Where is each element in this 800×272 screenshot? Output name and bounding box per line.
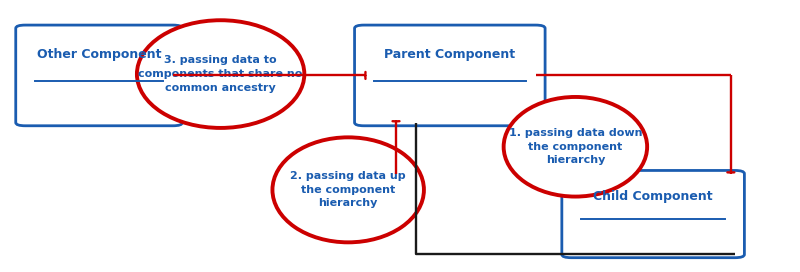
Ellipse shape	[137, 20, 304, 128]
Text: 3. passing data to
components that share no
common ancestry: 3. passing data to components that share…	[138, 55, 303, 93]
FancyBboxPatch shape	[16, 25, 182, 126]
Text: Other Component: Other Component	[37, 48, 162, 61]
FancyBboxPatch shape	[354, 25, 545, 126]
Ellipse shape	[504, 97, 647, 197]
Text: 2. passing data up
the component
hierarchy: 2. passing data up the component hierarc…	[290, 171, 406, 208]
Text: 1. passing data down
the component
hierarchy: 1. passing data down the component hiera…	[509, 128, 642, 165]
Text: Child Component: Child Component	[594, 190, 713, 203]
FancyBboxPatch shape	[562, 171, 744, 258]
Ellipse shape	[273, 137, 424, 242]
Text: Parent Component: Parent Component	[384, 48, 515, 61]
